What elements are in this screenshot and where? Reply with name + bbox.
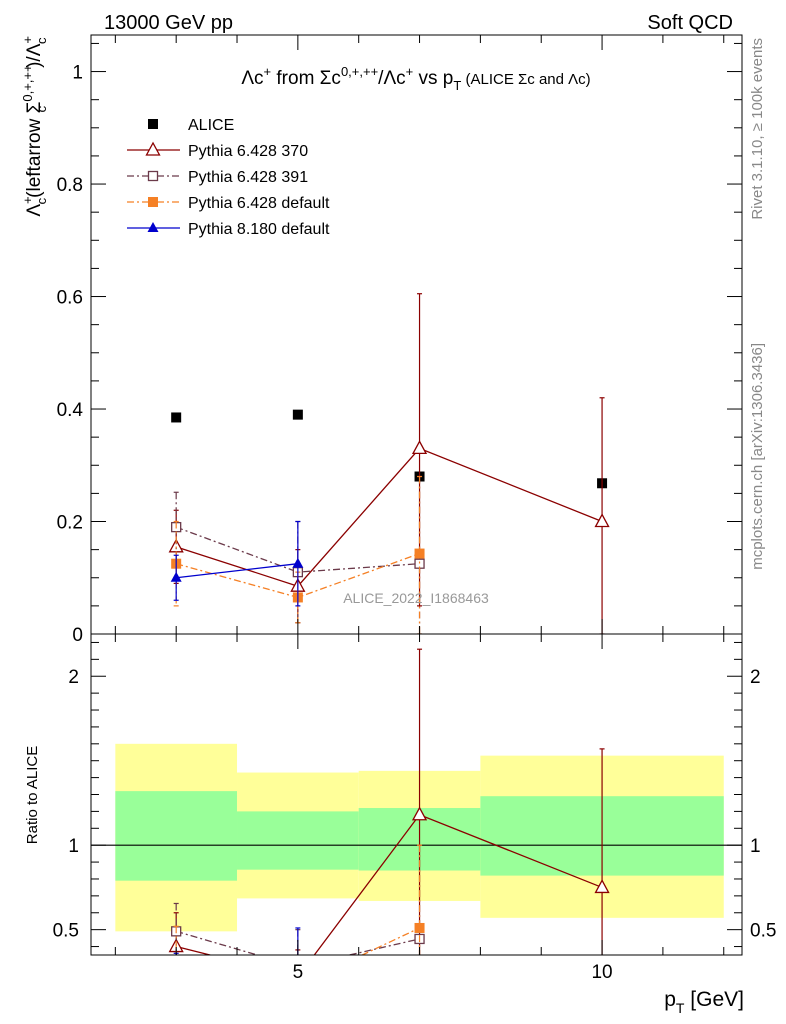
ratio-point-py370-3 (594, 879, 610, 894)
legend-entry-alice: ALICE (148, 117, 234, 134)
ylabel-part-c: )/Λ (24, 43, 45, 68)
ratio-errorbar-pydef-0 (173, 925, 179, 955)
ratio-line-py8 (176, 960, 298, 970)
ratio-point-py370-2 (411, 806, 428, 821)
ratio-series-pydef (171, 844, 425, 965)
header-right-label: Soft QCD (647, 12, 733, 34)
ratio-errorbar-py8-0 (173, 952, 179, 955)
legend-entry-py8: Pythia 8.180 default (127, 221, 330, 238)
legend-entry-py391: Pythia 6.428 391 (127, 169, 308, 186)
main-line-py391 (175, 526, 420, 573)
title-part-c: /Λc (378, 68, 405, 89)
ratio-point-pydef-0 (171, 955, 181, 965)
ylabel-part-a: Λ (24, 204, 45, 217)
main-point-py8-0 (170, 571, 182, 582)
ratio-band-layer (91, 743, 742, 932)
ylabel-part-a-sub: c (34, 197, 49, 204)
ratio-y-tick-label-right: 0.5 (750, 921, 776, 942)
legend-marker-py8 (147, 222, 159, 232)
main-y-tick-label: 0.6 (57, 288, 83, 309)
ratio-errorbar-py8-1 (295, 927, 301, 955)
title-part-a-sup: + (264, 64, 272, 79)
ratio-series-layer (168, 648, 610, 974)
ylabel-part-b: (leftarrow Σ (24, 102, 45, 198)
main-series-alice (171, 409, 608, 489)
ratio-y-tick-label-right: 2 (750, 667, 761, 688)
title-part-c-sup: + (406, 64, 414, 79)
main-series-py8 (170, 520, 304, 607)
legend-label-py8: Pythia 8.180 default (188, 221, 330, 238)
main-y-tick-label: 0.4 (57, 400, 84, 421)
ylabel-part-b-sup: 0,+,++ (20, 64, 35, 101)
ratio-axes: 0.5 0.5 1 1 2 2 5 10 (53, 634, 776, 983)
title-part-d: vs p (413, 68, 453, 89)
ratio-y-axis-label: Ratio to ALICE (24, 746, 41, 844)
ratio-y-tick-label-right: 1 (750, 836, 761, 857)
ratio-y-tick-label: 0.5 (53, 921, 79, 942)
xlabel-unit: [GeV] (684, 988, 744, 1011)
main-point-pydef-2 (414, 548, 425, 559)
x-tick-label: 10 (591, 962, 612, 983)
ratio-line-py370 (176, 813, 603, 955)
legend-entry-pydef: Pythia 6.428 default (127, 195, 330, 212)
main-panel: 0 0.2 0.4 0.6 0.8 1 (57, 34, 743, 646)
ylabel-part-b-sub: c (34, 105, 49, 112)
main-y-tick-label: 0.8 (57, 175, 83, 196)
main-chart-title: Λc+ from Σc0,+,++/Λc+ vs pT (ALICE Σc an… (241, 64, 590, 93)
x-axis-label: pT [GeV] (664, 988, 744, 1016)
title-part-b-sup: 0,+,++ (341, 64, 378, 79)
xlabel-sub: T (676, 1000, 685, 1016)
main-y-tick-label: 0 (72, 625, 83, 646)
ratio-band-inner-0 (115, 791, 238, 881)
ratio-y-tick-label: 1 (68, 836, 79, 857)
main-y-tick-label: 0.2 (57, 513, 83, 534)
main-point-py8-1 (292, 557, 304, 568)
main-point-py370-3 (594, 513, 610, 528)
title-part-e: (ALICE Σc and Λc) (461, 71, 590, 88)
title-part-a: Λc (241, 68, 263, 89)
ratio-band-inner-1 (237, 811, 359, 870)
ratio-series-py8 (171, 927, 301, 974)
ratio-point-pydef-2 (414, 922, 425, 933)
ratio-line-pydef (360, 927, 420, 955)
legend-marker-alice (148, 119, 158, 129)
main-line-py370 (175, 447, 603, 587)
legend: ALICE Pythia 6.428 370 Pythia 6.428 391 Pyt… (127, 117, 330, 238)
mcplots-label: mcplots.cern.ch [arXiv:1306.3436] (749, 343, 766, 570)
ratio-errorbar-pydef-2 (417, 844, 423, 955)
xlabel-main: p (664, 988, 676, 1011)
ratio-panel: 0.5 0.5 1 1 2 2 5 10 (53, 633, 776, 983)
main-axes: 0 0.2 0.4 0.6 0.8 1 (57, 35, 742, 646)
main-line-py8 (176, 563, 298, 579)
title-part-d-sub: T (453, 78, 461, 93)
legend-label-py370: Pythia 6.428 370 (188, 143, 308, 160)
main-y-axis-label: Λ+c(leftarrow Σ0,+,++c)/Λ+c (20, 36, 49, 217)
legend-marker-py391 (147, 170, 159, 182)
main-y-tick-label: 1 (72, 63, 83, 84)
ylabel-part-a-sup: + (20, 196, 35, 204)
legend-label-pydef: Pythia 6.428 default (188, 195, 330, 212)
legend-marker-py370 (145, 141, 161, 156)
x-tick-label: 5 (293, 962, 304, 983)
legend-entry-py370: Pythia 6.428 370 (127, 141, 308, 160)
title-part-b: from Σc (271, 68, 341, 89)
ratio-point-py8-0 (171, 964, 182, 974)
main-series-py370 (168, 293, 610, 634)
header-left-label: 13000 GeV pp (104, 12, 233, 34)
legend-label-alice: ALICE (188, 117, 234, 134)
main-point-alice-0 (171, 412, 182, 423)
main-point-py370-2 (411, 440, 428, 455)
ylabel-part-c-sup: + (20, 36, 35, 44)
rivet-version-label: Rivet 3.1.10, ≥ 100k events (749, 38, 766, 220)
legend-marker-pydef (148, 197, 158, 207)
analysis-watermark: ALICE_2022_I1868463 (343, 590, 489, 606)
main-series-layer (168, 293, 610, 634)
legend-label-py391: Pythia 6.428 391 (188, 169, 308, 186)
main-point-alice-1 (292, 409, 303, 420)
ylabel-part-c-sub: c (34, 37, 49, 44)
ratio-y-tick-label: 2 (68, 667, 79, 688)
